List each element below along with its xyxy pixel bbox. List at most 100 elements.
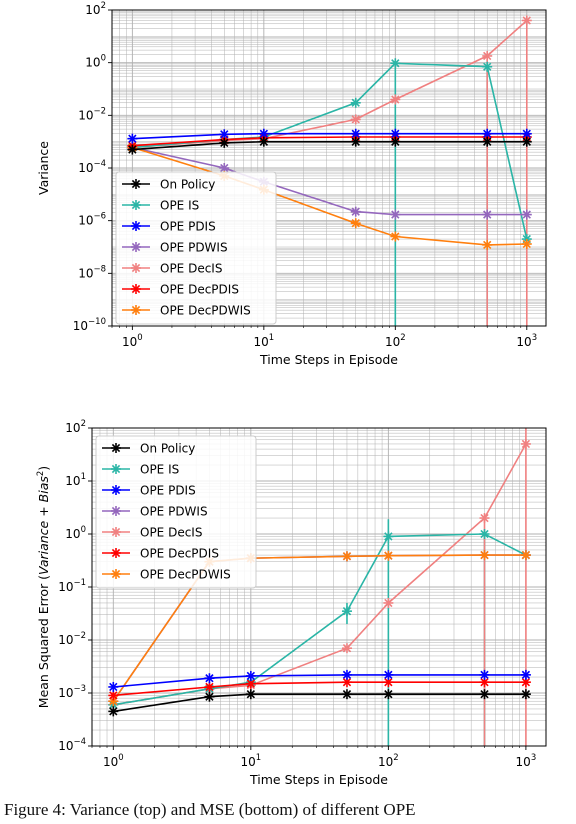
legend-marker <box>111 527 121 537</box>
legend-label: OPE DecIS <box>160 262 222 276</box>
legend-marker <box>111 464 121 474</box>
data-point <box>520 677 531 688</box>
legend-label: OPE DecPDIS <box>140 547 219 561</box>
series-ope-pdis <box>108 669 531 692</box>
series-on-policy <box>108 689 531 717</box>
data-point <box>479 677 490 688</box>
y-axis-label: Mean Squared Error (Variance + Bias2) <box>36 466 51 708</box>
y-tick-label: 102 <box>65 419 86 435</box>
legend-entry: OPE DecPDIS <box>102 547 219 561</box>
data-point <box>520 438 531 449</box>
y-tick-label: 10−4 <box>58 737 86 753</box>
legend-marker <box>111 485 121 495</box>
legend: On Policy OPE IS OPE PDIS OPE PDWIS OPE DecI… <box>115 171 277 325</box>
series-line <box>132 19 528 149</box>
y-tick-label: 10−8 <box>78 264 106 280</box>
y-tick-label: 10−2 <box>58 631 86 647</box>
legend-label: On Policy <box>140 442 195 456</box>
legend-marker <box>131 200 141 210</box>
series-on-policy <box>127 136 532 155</box>
data-point <box>482 209 493 220</box>
series-ope-decis <box>127 15 532 153</box>
y-tick-label: 10−2 <box>78 106 106 122</box>
data-point <box>383 597 394 608</box>
data-point <box>390 136 401 147</box>
x-tick-label: 100 <box>122 333 143 349</box>
legend-entry: OPE PDWIS <box>122 241 228 255</box>
legend-entry: OPE PDIS <box>102 484 196 498</box>
legend-marker <box>131 179 141 189</box>
legend-entry: OPE DecIS <box>122 262 222 276</box>
legend-entry: OPE PDWIS <box>102 505 208 519</box>
y-tick-label: 10−4 <box>78 159 106 175</box>
legend-entry: On Policy <box>102 442 195 456</box>
legend-entry: OPE IS <box>102 463 179 477</box>
legend-label: OPE IS <box>160 199 199 213</box>
data-point <box>127 133 138 144</box>
legend-entry: OPE IS <box>122 199 199 213</box>
data-point <box>390 231 401 242</box>
data-point <box>341 606 352 617</box>
data-point <box>521 136 532 147</box>
legend-label: OPE DecPDIS <box>160 283 239 297</box>
data-point <box>482 239 493 250</box>
x-axis-label: Time Steps in Episode <box>249 772 388 787</box>
data-point <box>390 94 401 105</box>
data-point <box>390 58 401 69</box>
legend-label: OPE DecIS <box>140 526 202 540</box>
legend-marker <box>111 443 121 453</box>
legend-label: OPE DecPDWIS <box>160 304 251 318</box>
legend-entry: OPE PDIS <box>122 220 216 234</box>
data-point <box>521 209 532 220</box>
data-point <box>127 144 138 155</box>
x-tick-label: 103 <box>516 753 537 769</box>
legend-marker <box>131 305 141 315</box>
x-tick-label: 101 <box>240 753 261 769</box>
y-axis-label: Variance <box>36 141 51 195</box>
x-axis-label: Time Steps in Episode <box>259 352 398 367</box>
data-point <box>521 15 532 26</box>
legend-entry: OPE DecIS <box>102 526 202 540</box>
y-tick-label: 102 <box>85 1 106 17</box>
error-bars <box>394 20 528 326</box>
legend-marker <box>131 263 141 273</box>
data-point <box>350 136 361 147</box>
x-tick-label: 102 <box>378 753 399 769</box>
x-tick-label: 100 <box>103 753 124 769</box>
grid <box>112 10 546 326</box>
data-point <box>383 689 394 700</box>
data-point <box>341 689 352 700</box>
data-point <box>245 689 256 700</box>
data-point <box>219 129 230 140</box>
legend-marker <box>131 242 141 252</box>
data-point <box>350 206 361 217</box>
legend-marker <box>111 506 121 516</box>
series-ope-decpdis <box>108 677 531 701</box>
data-point <box>482 61 493 72</box>
data-point <box>520 550 531 561</box>
legend-entry: On Policy <box>122 178 215 192</box>
data-point <box>390 209 401 220</box>
data-point <box>521 238 532 249</box>
data-point <box>219 137 230 148</box>
x-tick-label: 101 <box>253 333 274 349</box>
y-tick-label: 10−1 <box>58 578 86 594</box>
y-tick-label: 10−6 <box>78 212 106 228</box>
data-point <box>204 673 215 684</box>
legend-entry: OPE DecPDIS <box>122 283 239 297</box>
data-point <box>479 513 490 524</box>
legend-label: OPE PDIS <box>160 220 216 234</box>
y-axis: 10−4 10−3 10−2 10−1 100 101 102 <box>58 419 92 753</box>
data-point <box>383 550 394 561</box>
legend-label: OPE PDWIS <box>140 505 208 519</box>
data-point <box>108 690 119 701</box>
plot-area <box>127 15 532 250</box>
legend-marker <box>111 569 121 579</box>
data-point <box>245 670 256 681</box>
x-tick-label: 103 <box>516 333 537 349</box>
data-point <box>479 550 490 561</box>
series-line <box>113 674 526 688</box>
data-point <box>108 706 119 717</box>
